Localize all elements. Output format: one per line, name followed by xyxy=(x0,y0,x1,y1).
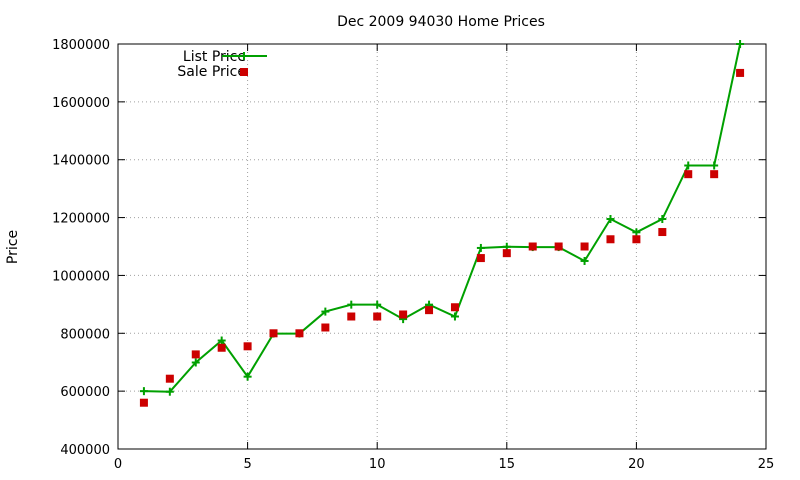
y-tick-label: 600000 xyxy=(60,385,110,400)
sale-price-point xyxy=(606,235,615,244)
x-tick-label: 10 xyxy=(369,457,386,472)
sale-price-point xyxy=(736,68,745,77)
x-tick-label: 5 xyxy=(243,457,251,472)
axes: 0 5 10 15 20 25 400000 600000 800000 1000000 12000… xyxy=(52,38,774,472)
series-layer xyxy=(139,40,745,407)
sale-price-point xyxy=(269,329,278,338)
sale-price-point xyxy=(710,170,719,179)
sale-price-point xyxy=(554,242,563,251)
y-tick-label: 1000000 xyxy=(52,269,110,284)
x-tick-label: 25 xyxy=(758,457,775,472)
sale-price-point xyxy=(217,343,226,352)
sale-price-point xyxy=(295,329,304,338)
sale-price-point xyxy=(243,342,252,351)
sale-price-point xyxy=(399,310,408,319)
sale-price-point xyxy=(658,228,667,237)
grid xyxy=(118,44,766,449)
list-price-line xyxy=(143,43,742,393)
legend-label-sale-price: Sale Price xyxy=(177,64,246,80)
list-price-point xyxy=(165,387,174,396)
y-tick-label: 400000 xyxy=(60,443,110,458)
sale-price-point xyxy=(347,312,356,321)
list-price-point xyxy=(373,300,382,309)
chart-title: Dec 2009 94030 Home Prices xyxy=(337,14,545,30)
y-tick-label: 1600000 xyxy=(52,96,110,111)
sale-price-point xyxy=(191,350,200,359)
list-price-point xyxy=(191,358,200,367)
list-price-point xyxy=(736,40,745,48)
list-price-point xyxy=(347,300,356,309)
sale-price-point xyxy=(528,242,537,251)
list-price-point xyxy=(710,161,719,170)
sale-price-point xyxy=(684,170,693,179)
legend-marker-sale-price xyxy=(240,68,248,76)
y-tick-label: 800000 xyxy=(60,327,110,342)
sale-price-point xyxy=(632,235,641,244)
list-price-point xyxy=(606,215,615,224)
sale-price-point xyxy=(476,254,485,263)
list-price-point xyxy=(243,372,252,381)
y-tick-label: 1800000 xyxy=(52,38,110,53)
list-price-point xyxy=(684,161,693,170)
y-tick-label: 1400000 xyxy=(52,154,110,169)
x-tick-label: 15 xyxy=(499,457,516,472)
sale-price-point xyxy=(450,303,459,312)
sale-price-point xyxy=(139,398,148,407)
x-tick-label: 20 xyxy=(628,457,645,472)
plot-frame xyxy=(117,43,767,450)
list-price-point xyxy=(139,387,148,396)
list-price-point xyxy=(476,243,485,252)
sale-price-point xyxy=(373,312,382,321)
y-tick-label: 1200000 xyxy=(52,212,110,227)
sale-price-point xyxy=(425,306,434,315)
sale-price-point xyxy=(580,242,589,251)
list-price-point xyxy=(658,215,667,224)
list-price-point xyxy=(450,312,459,321)
legend-label-list-price: List Price xyxy=(183,49,246,65)
sale-price-point xyxy=(502,249,511,258)
list-price-point xyxy=(217,336,226,345)
list-price-point xyxy=(580,256,589,265)
list-price-point xyxy=(632,228,641,237)
sale-price-point xyxy=(321,323,330,332)
sale-price-point xyxy=(165,374,174,383)
x-tick-label: 0 xyxy=(114,457,122,472)
list-price-point xyxy=(321,307,330,316)
y-axis-label: Price xyxy=(5,230,21,264)
